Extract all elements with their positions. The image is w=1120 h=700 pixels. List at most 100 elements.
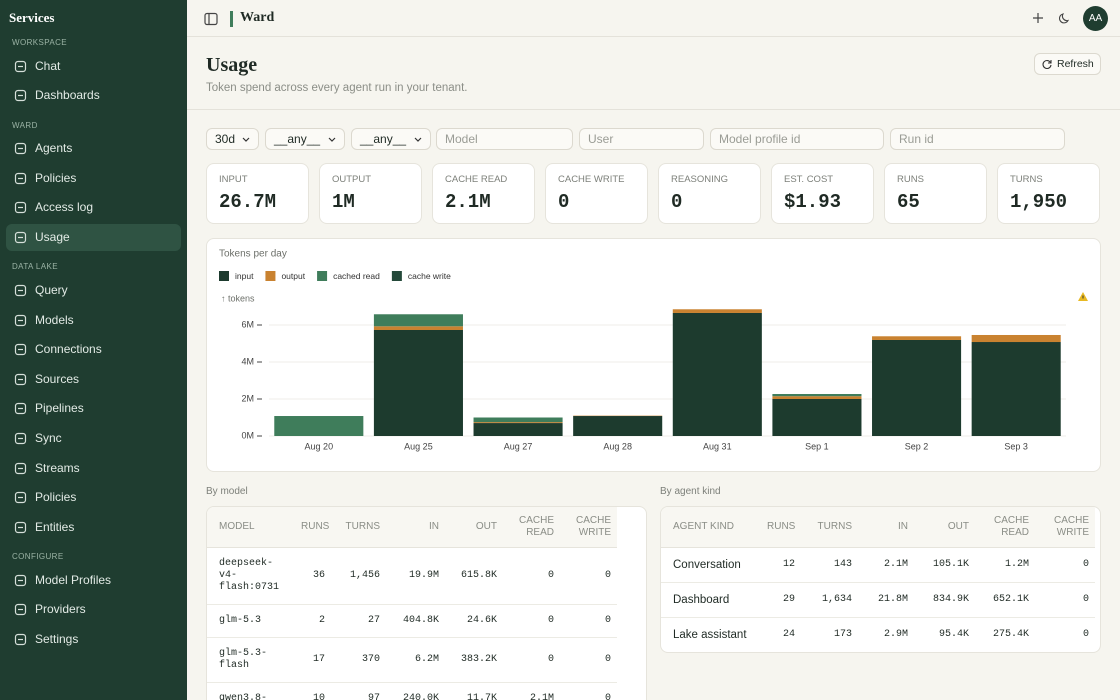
nav-item[interactable]: Entities xyxy=(6,514,181,541)
nav-item[interactable]: Settings xyxy=(6,626,181,653)
table-cell: 0 xyxy=(1035,582,1095,618)
stat-card: TURNS 1,950 xyxy=(997,163,1100,224)
nav-item[interactable]: Chat xyxy=(6,53,181,80)
avatar[interactable]: AA xyxy=(1083,6,1108,31)
stat-label: CACHE WRITE xyxy=(558,174,625,185)
page-title: Usage xyxy=(206,54,258,76)
filter-select[interactable]: __any__ xyxy=(351,128,431,150)
sidebar-title: Services xyxy=(9,10,55,25)
nav-item[interactable]: Sources xyxy=(6,366,181,393)
chart: Tokens per day ↑ tokens input output cache… xyxy=(219,249,1088,451)
bar-segment xyxy=(672,309,762,313)
legend-label: output xyxy=(281,271,305,281)
filter-select[interactable]: 30d xyxy=(206,128,259,150)
filter-input[interactable]: Run id xyxy=(890,128,1065,150)
sidebar-toggle[interactable] xyxy=(204,12,218,26)
bar-segment xyxy=(473,423,563,436)
column-header: MODEL xyxy=(207,507,295,548)
table-cell: 370 xyxy=(331,637,386,683)
nav-item[interactable]: Access log xyxy=(6,194,181,221)
nav-item[interactable]: Dashboards xyxy=(6,82,181,109)
column-header: IN xyxy=(858,507,914,548)
column-header: CACHE READ xyxy=(503,507,560,548)
filter-input[interactable]: User xyxy=(579,128,704,150)
stat-label: CACHE READ xyxy=(445,174,508,185)
table-cell: 17 xyxy=(295,637,331,683)
chevron xyxy=(414,137,422,142)
table-row: qwen3.8- 10 97 240.0K 11.7K 2.1M 0 xyxy=(207,682,617,700)
refresh-button[interactable]: Refresh xyxy=(1034,53,1101,75)
nav-item[interactable]: Policies xyxy=(6,484,181,511)
stat-card: RUNS 65 xyxy=(884,163,987,224)
nav-icon xyxy=(14,142,27,155)
table-cell: 12 xyxy=(761,547,801,583)
y-tick-label: 6M xyxy=(241,319,254,329)
table-cell: 2 xyxy=(295,604,331,638)
nav-icon xyxy=(14,373,27,385)
nav-label: Agents xyxy=(35,141,73,156)
stat-label: INPUT xyxy=(219,174,248,185)
table-row: glm-5.3-flash 17 370 6.2M 383.2K 0 0 xyxy=(207,637,617,683)
brand-bar xyxy=(230,11,233,27)
x-tick-label: Aug 28 xyxy=(603,441,632,451)
stat-card: CACHE WRITE 0 xyxy=(545,163,648,224)
x-tick-label: Aug 27 xyxy=(504,441,533,451)
table-card: AGENT KIND RUNS TURNS IN OUT CACHE READ CACHE … xyxy=(660,506,1101,653)
stat-card: EST. COST $1.93 xyxy=(771,163,874,224)
stat-value: 26.7M xyxy=(219,191,277,213)
stat-card: REASONING 0 xyxy=(658,163,761,224)
topbar: Ward AA xyxy=(187,0,1120,37)
nav-item[interactable]: Streams xyxy=(6,455,181,482)
filter-select[interactable]: __any__ xyxy=(265,128,345,150)
nav-item[interactable]: Model Profiles xyxy=(6,567,181,594)
y-tick-label: 2M xyxy=(241,393,254,403)
add-button[interactable] xyxy=(1032,12,1044,24)
page-subtitle: Token spend across every agent run in yo… xyxy=(206,82,468,94)
table-cell: 383.2K xyxy=(445,637,503,683)
header-divider xyxy=(187,109,1120,110)
bar-segment xyxy=(373,329,463,436)
table-row: glm-5.3 2 27 404.8K 24.6K 0 0 xyxy=(207,604,617,638)
legend-swatch xyxy=(391,271,402,281)
nav-item[interactable]: Query xyxy=(6,277,181,304)
table-cell: 615.8K xyxy=(445,547,503,605)
nav-item[interactable]: Providers xyxy=(6,596,181,623)
nav-item[interactable]: Usage xyxy=(6,223,181,251)
table-cell: 105.1K xyxy=(914,547,975,583)
y-tick-label: 4M xyxy=(241,356,254,366)
stat-label: RUNS xyxy=(897,174,924,185)
nav-item[interactable]: Models xyxy=(6,307,181,334)
column-header: RUNS xyxy=(761,507,801,548)
table-cell: 0 xyxy=(1035,547,1095,583)
filter-input[interactable]: Model xyxy=(436,128,573,150)
bar-segment xyxy=(971,342,1061,436)
stat-card: INPUT 26.7M xyxy=(206,163,309,224)
nav-label: Policies xyxy=(35,490,77,505)
stat-value: 1M xyxy=(332,191,355,213)
nav-label: Access log xyxy=(35,200,94,215)
table-cell: 0 xyxy=(503,637,560,683)
column-header: AGENT KIND xyxy=(661,507,761,548)
bar-segment xyxy=(772,399,862,436)
stat-value: $1.93 xyxy=(784,191,842,213)
bar-segment xyxy=(672,312,762,436)
column-header: OUT xyxy=(914,507,975,548)
nav-label: Policies xyxy=(35,170,77,185)
nav-item[interactable]: Connections xyxy=(6,336,181,363)
y-axis-label: ↑ tokens xyxy=(221,293,255,303)
nav-item[interactable]: Agents xyxy=(6,135,181,162)
table-row: deepseek-v4-flash:0731 36 1,456 19.9M 615.8K… xyxy=(207,547,617,605)
nav-label: Chat xyxy=(35,58,61,73)
header-row: AGENT KIND RUNS TURNS IN OUT CACHE READ CACHE … xyxy=(661,507,1095,548)
bar-segment xyxy=(373,326,463,330)
theme-toggle[interactable] xyxy=(1059,12,1071,24)
table-cell: 29 xyxy=(761,582,801,618)
nav-item[interactable]: Policies xyxy=(6,165,181,192)
nav-item[interactable]: Sync xyxy=(6,425,181,452)
nav-item[interactable]: Pipelines xyxy=(6,395,181,422)
bar-segment xyxy=(473,417,563,423)
filter-input[interactable]: Model profile id xyxy=(710,128,884,150)
stat-value: 0 xyxy=(671,191,683,213)
column-header: TURNS xyxy=(331,507,386,548)
